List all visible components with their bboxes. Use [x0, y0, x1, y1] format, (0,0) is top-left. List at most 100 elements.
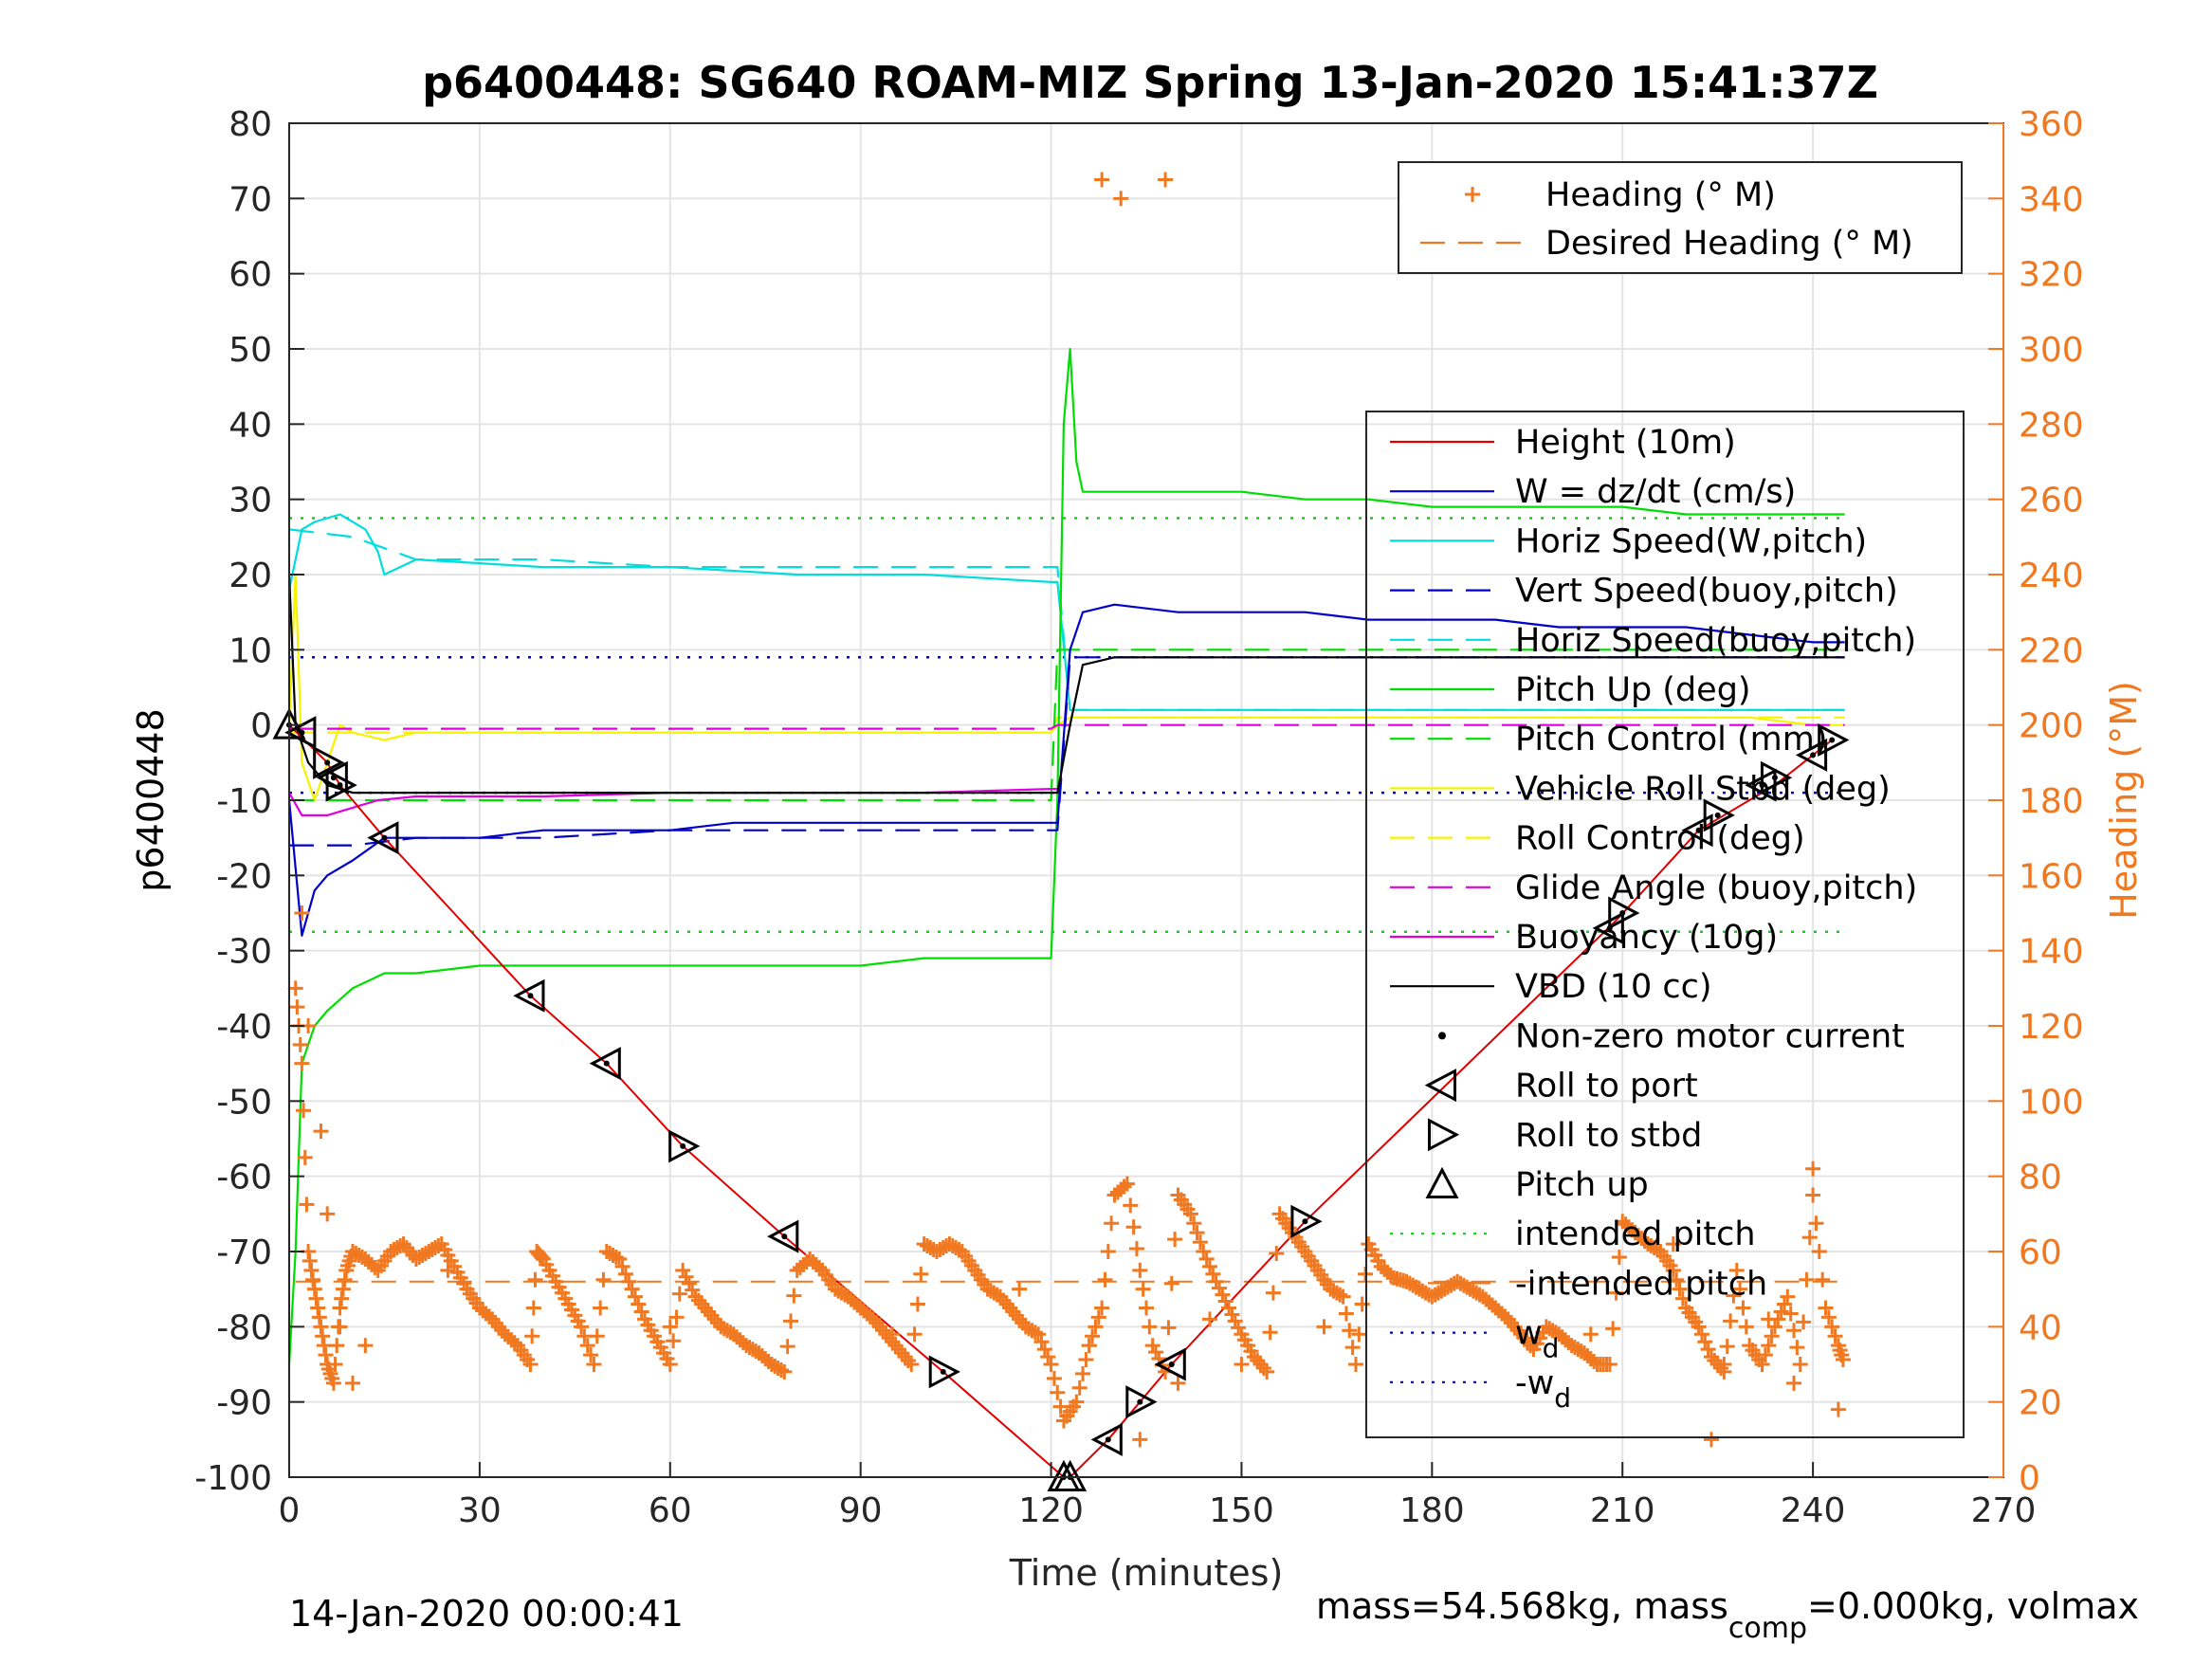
- heading-point: [1182, 1206, 1198, 1222]
- motor-current-dot: [324, 759, 331, 766]
- heading-point: [305, 1271, 321, 1288]
- heading-point: [1201, 1258, 1217, 1274]
- heading-point: [1269, 1245, 1285, 1261]
- heading-point: [624, 1281, 640, 1297]
- motor-current-dot: [1829, 737, 1836, 743]
- heading-point: [671, 1286, 687, 1302]
- x-tick-label: 90: [839, 1491, 883, 1530]
- heading-point: [1824, 1319, 1840, 1335]
- heading-point: [1351, 1326, 1367, 1343]
- heading-point: [1163, 1275, 1179, 1291]
- legend-label-text: w: [1515, 1315, 1543, 1353]
- heading-point: [1601, 1357, 1618, 1372]
- heading-point: [525, 1300, 541, 1316]
- legend-label-text: Roll to stbd: [1515, 1117, 1702, 1155]
- legend-label-text: Horiz Speed(W,pitch): [1515, 522, 1867, 560]
- heading-point: [1052, 1398, 1069, 1415]
- heading-point: [325, 1375, 341, 1391]
- heading-point: [1719, 1339, 1735, 1355]
- motor-current-dot: [1302, 1218, 1308, 1225]
- heading-point: [576, 1328, 593, 1344]
- motor-current-dot: [1714, 812, 1721, 818]
- y2-tick-label: 320: [2019, 256, 2084, 295]
- motor-event-roll-port: [1154, 1347, 1186, 1381]
- heading-point: [1119, 1176, 1135, 1192]
- heading-point: [631, 1296, 647, 1312]
- heading-point: [773, 1361, 789, 1378]
- motor-event-roll-stbd: [325, 768, 357, 802]
- legend-label-text: Horiz Speed(buoy,pitch): [1515, 622, 1916, 660]
- heading-point: [906, 1326, 923, 1343]
- heading-point: [1148, 1344, 1164, 1361]
- heading-point: [1031, 1326, 1047, 1343]
- x-tick-label: 180: [1399, 1491, 1465, 1530]
- series-pitch-up: [287, 347, 1845, 1365]
- heading-point: [1792, 1357, 1808, 1372]
- legend-swatch: [1438, 1032, 1446, 1040]
- heading-point: [1208, 1273, 1224, 1289]
- heading-point: [1027, 1325, 1043, 1341]
- legend-label-text: Height (10m): [1515, 424, 1736, 462]
- y2-tick-label: 240: [2019, 557, 2084, 595]
- legend-main-box: [1365, 411, 1965, 1438]
- y-tick-label: 40: [229, 406, 272, 445]
- x-tick-label: 270: [1971, 1491, 2037, 1530]
- heading-point: [1761, 1338, 1777, 1354]
- legend-label: Heading (° M): [1545, 176, 1776, 214]
- footer-mass-suffix: =0.000kg, volmax: [1807, 1585, 2139, 1627]
- legend-label: -intended pitch: [1515, 1265, 1767, 1303]
- heading-point: [579, 1338, 595, 1354]
- y2-tick-label: 360: [2019, 105, 2084, 144]
- heading-point: [1144, 1338, 1161, 1354]
- heading-point: [675, 1262, 691, 1278]
- legend_main-entry: Pitch Control (mm): [1390, 721, 1827, 758]
- y-tick-label: -50: [216, 1083, 272, 1122]
- heading-point: [583, 1347, 599, 1363]
- legend-label-text: Pitch up: [1515, 1166, 1649, 1204]
- heading-point: [310, 1300, 326, 1316]
- heading-point: [316, 1338, 332, 1354]
- heading-point: [1132, 1262, 1148, 1278]
- motor-event-roll-stbd: [313, 745, 345, 779]
- heading-point: [777, 1363, 793, 1380]
- motor-event-roll-port: [367, 821, 399, 855]
- legend_main-entry: Vehicle Roll Stbd (deg): [1390, 770, 1891, 808]
- heading-point: [1116, 1179, 1132, 1195]
- y2-tick-label: 160: [2019, 857, 2084, 896]
- heading-point: [627, 1288, 643, 1305]
- heading-point: [1033, 1334, 1050, 1350]
- heading-point: [315, 1328, 331, 1344]
- heading-point: [608, 1249, 624, 1265]
- heading-point: [1069, 1394, 1085, 1410]
- heading-point: [522, 1357, 539, 1372]
- motor-current-dot: [940, 1368, 946, 1375]
- y2-tick-label: 340: [2019, 180, 2084, 219]
- x-tick-label: 30: [458, 1491, 502, 1530]
- legend-heading-box: [1398, 161, 1963, 274]
- y-tick-label: 0: [250, 707, 272, 746]
- x-tick-label: 150: [1209, 1491, 1274, 1530]
- heading-scatter-point: [1703, 1432, 1719, 1448]
- series-w-measured: [287, 603, 1845, 937]
- motor-current-dot: [381, 834, 388, 841]
- motor-event-roll-port: [1090, 1422, 1123, 1456]
- heading-point: [783, 1313, 799, 1329]
- heading-scatter-point: [1786, 1375, 1802, 1391]
- legend-label-sub: d: [1554, 1382, 1571, 1414]
- legend_main-entry: W = dz/dt (cm/s): [1390, 473, 1796, 511]
- heading-point: [299, 1197, 315, 1213]
- series-roll: [287, 573, 1845, 802]
- heading-point: [1782, 1306, 1799, 1322]
- heading-point: [1123, 1197, 1139, 1214]
- motor-current-dot: [1771, 775, 1778, 781]
- x-tick-label: 210: [1590, 1491, 1655, 1530]
- legend_main-entry: Roll Control (deg): [1390, 820, 1805, 858]
- y2-tick-label: 220: [2019, 631, 2084, 670]
- motor-current-dot: [299, 729, 305, 736]
- legend_main-entry: intended pitch: [1390, 1215, 1756, 1253]
- heading-point: [1732, 1281, 1748, 1297]
- legend_main-entry: Pitch up: [1425, 1166, 1649, 1204]
- legend-swatch: [1425, 1166, 1459, 1198]
- heading-point: [296, 1103, 312, 1119]
